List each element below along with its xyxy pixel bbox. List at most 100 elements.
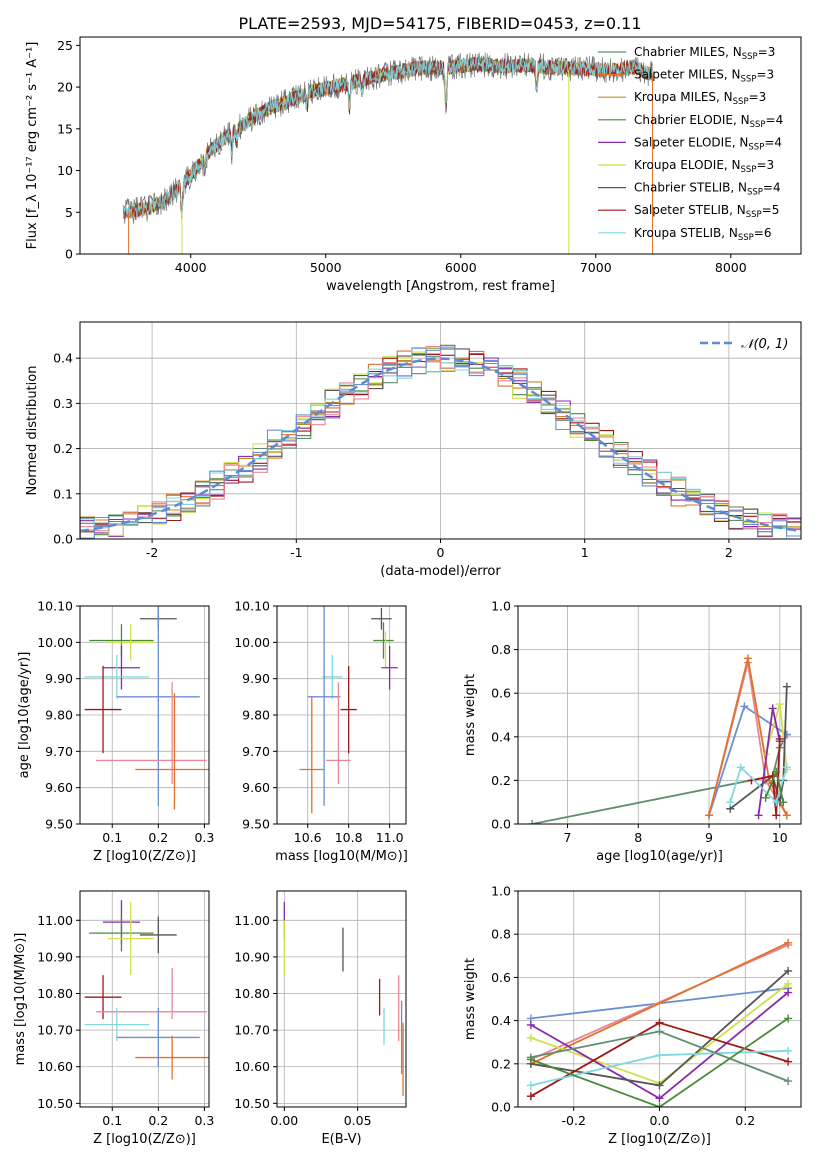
- errorbar-point: [373, 622, 394, 659]
- weight-line: [530, 941, 789, 1065]
- panel-mass_vs_EBV: 0.00 0.05 10.50 10.60 10.70 10.80 10.90 11.00 E(…: [234, 890, 407, 1147]
- y-tick-label: 9.70: [45, 744, 73, 759]
- y-tick-label: 10: [57, 163, 73, 178]
- spectrum-line: [122, 57, 653, 220]
- x-tick-label: 0.0: [650, 1113, 670, 1128]
- weight-marker: [784, 1014, 793, 1023]
- panel-mass_vs_Z: 0.1 0.2 0.3 10.50 10.60 10.70 10.80 10.90 11.00 Z…: [13, 890, 214, 1147]
- y-tick-label: 25: [57, 38, 73, 53]
- x-tick-label: 10: [772, 830, 788, 845]
- errorbar-point: [381, 645, 398, 690]
- y-axis-label: mass weight: [463, 674, 478, 756]
- y-tick-label: 10.00: [37, 635, 73, 650]
- x-tick-label: 0.2: [148, 1113, 168, 1128]
- panel-age_vs_mass: 10.6 10.8 11.0 9.50 9.60 9.70 9.80 9.90 10.00 10.…: [234, 599, 408, 865]
- plot-area: [528, 654, 791, 824]
- x-tick-label: 11.0: [376, 830, 404, 845]
- y-tick-label: 0.6: [491, 686, 511, 701]
- x-tick-label: 0.2: [148, 830, 168, 845]
- weight-line: [531, 734, 788, 824]
- x-axis-label: (data-model)/error: [380, 564, 501, 579]
- x-tick-label: 0.3: [194, 1113, 214, 1128]
- spectrum-line: [122, 57, 653, 219]
- y-tick-label: 9.90: [242, 671, 270, 686]
- weight-marker: [784, 979, 793, 988]
- x-tick-label: 4000: [175, 260, 207, 275]
- weight-marker: [784, 938, 793, 947]
- y-tick-label: 10.70: [37, 1023, 73, 1038]
- y-tick-label: 10.10: [234, 599, 270, 614]
- errorbar-point: [84, 1008, 150, 1042]
- weight-marker: [775, 700, 784, 709]
- legend: Chabrier MILES, NSSP=3 Salpeter MILES, NS…: [598, 45, 783, 243]
- weight-marker: [526, 1092, 535, 1101]
- weight-marker: [782, 763, 791, 772]
- weight-marker: [772, 767, 781, 776]
- x-axis-label: Z [log10(Z/Z⊙)]: [93, 849, 196, 864]
- weight-marker: [528, 820, 537, 824]
- y-tick-label: 0.0: [53, 532, 73, 547]
- legend-label: Salpeter ELODIE, NSSP=4: [634, 135, 782, 152]
- weight-marker: [782, 811, 791, 820]
- weight-marker: [526, 1033, 535, 1042]
- x-axis-label: wavelength [Angstrom, rest frame]: [326, 279, 555, 294]
- x-tick-label: 7: [564, 830, 572, 845]
- x-tick-label: -0.2: [562, 1113, 586, 1128]
- errorbar-point: [371, 607, 392, 630]
- axes-frame: [517, 605, 802, 825]
- y-tick-label: 0: [65, 247, 73, 262]
- plot-area: [526, 938, 793, 1107]
- errorbar-point: [84, 665, 122, 754]
- y-tick-label: 0.8: [491, 642, 511, 657]
- y-tick-label: 9.60: [45, 780, 73, 795]
- x-axis-label: mass [log10(M/M⊙)]: [275, 849, 408, 864]
- y-tick-label: 10.50: [37, 1096, 73, 1111]
- y-tick-label: 0.0: [491, 817, 511, 832]
- x-axis-label: E(B-V): [321, 1132, 361, 1147]
- errorbar-point: [89, 914, 154, 952]
- y-tick-label: 10.90: [234, 949, 270, 964]
- x-tick-label: 6000: [445, 260, 477, 275]
- x-tick-label: -1: [290, 545, 302, 560]
- y-tick-label: 0.4: [491, 1013, 511, 1028]
- y-tick-label: 10.60: [37, 1059, 73, 1074]
- weight-line: [530, 1017, 789, 1107]
- y-axis-label: Flux [f_λ 10⁻¹⁷ erg cm⁻² s⁻¹ A⁻¹]: [25, 42, 40, 250]
- y-axis-label: Normed distribution: [25, 366, 40, 496]
- y-tick-label: 0.6: [491, 970, 511, 985]
- y-tick-label: 1.0: [491, 884, 511, 899]
- panel-massweight_vs_age: 7 8 9 10 0.0 0.2 0.4 0.6 0.8 1.0 age [log10(age/yr…: [463, 599, 802, 864]
- weight-marker: [784, 988, 793, 997]
- x-tick-label: 1: [581, 545, 589, 560]
- panel-spectrum: 4000 5000 6000 7000 8000 0 5 10 15 20 25 wavelength…: [25, 36, 802, 294]
- y-tick-label: 9.80: [242, 708, 270, 723]
- errorbar-point: [84, 655, 150, 699]
- x-tick-label: -2: [146, 545, 158, 560]
- weight-marker: [655, 1051, 664, 1060]
- y-tick-label: 0.1: [53, 486, 73, 501]
- legend-label: Kroupa MILES, NSSP=3: [634, 90, 766, 107]
- y-tick-label: 10.60: [234, 1059, 270, 1074]
- weight-marker: [740, 702, 749, 711]
- errorbar-point: [107, 901, 154, 976]
- y-tick-label: 1.0: [491, 599, 511, 614]
- weight-marker: [726, 798, 735, 807]
- y-tick-label: 15: [57, 121, 73, 136]
- x-tick-label: 10.6: [294, 830, 322, 845]
- x-tick-label: 0.1: [102, 1113, 122, 1128]
- errorbar-point: [307, 606, 341, 806]
- legend-label: Salpeter MILES, NSSP=3: [634, 68, 774, 85]
- x-tick-label: 0.05: [344, 1113, 372, 1128]
- weight-marker: [655, 1081, 664, 1090]
- weight-marker: [779, 798, 788, 807]
- legend-label: Chabrier MILES, NSSP=3: [634, 45, 775, 62]
- plot-area: [84, 606, 209, 810]
- y-tick-label: 10.80: [234, 986, 270, 1001]
- weight-marker: [736, 763, 745, 772]
- y-tick-label: 20: [57, 80, 73, 95]
- plot-area: [80, 344, 801, 539]
- weight-marker: [705, 811, 714, 820]
- x-axis-label: Z [log10(Z/Z⊙)]: [608, 1132, 711, 1147]
- y-tick-label: 11.00: [234, 913, 270, 928]
